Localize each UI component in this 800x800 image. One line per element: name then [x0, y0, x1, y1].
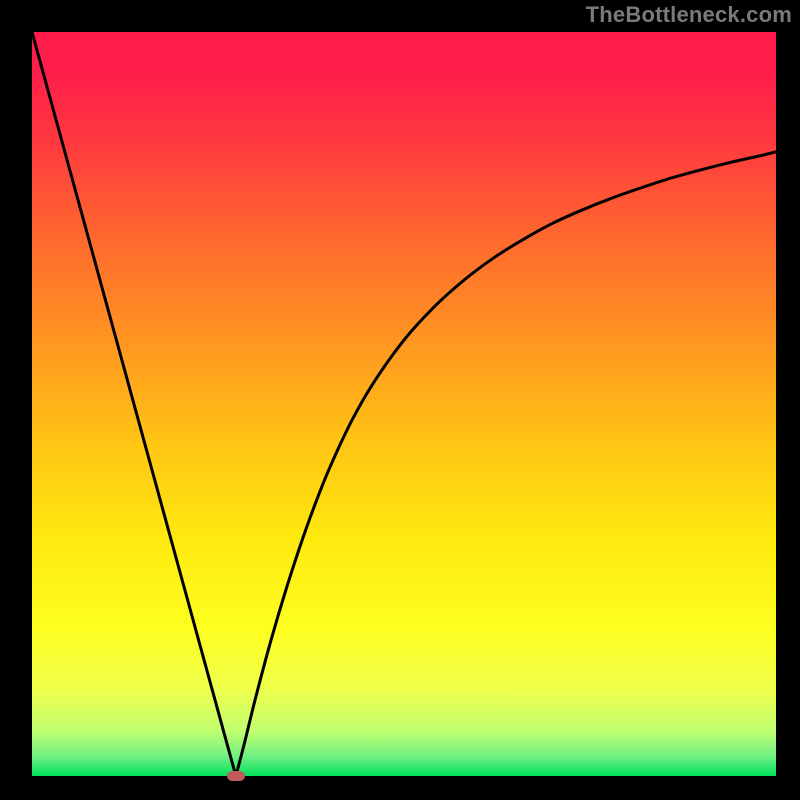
curve-svg — [32, 32, 776, 776]
minimum-marker — [227, 771, 245, 781]
chart-container: TheBottleneck.com — [0, 0, 800, 800]
watermark-text: TheBottleneck.com — [586, 2, 792, 28]
curve-right_ascent — [236, 152, 776, 776]
curve-left_descent — [32, 32, 236, 776]
plot-area — [32, 32, 776, 776]
